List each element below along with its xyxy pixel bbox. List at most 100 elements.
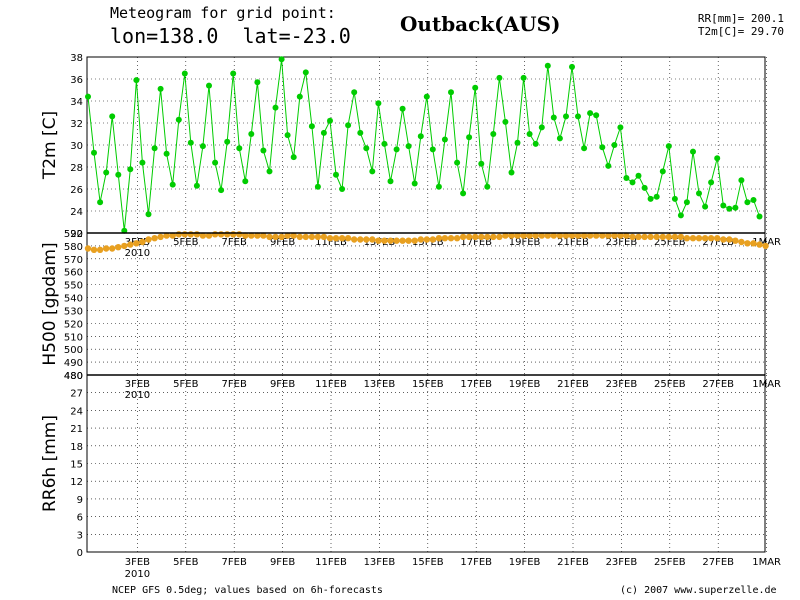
panel2-point [714,235,721,242]
panel3-date-label: 23FEB [606,557,638,568]
panel1-point [472,84,479,91]
panel2-point [236,231,243,238]
panel1-point [726,205,733,212]
panel2-point [635,233,642,241]
panel2-point [689,235,697,242]
panel3-date-label: 9FEB [270,557,295,568]
panel1-point [85,93,91,100]
panel2-point [435,235,443,242]
panel1-point [199,143,206,150]
panel1-ytick-label: 24 [70,207,83,218]
panel2-point [677,233,685,241]
panel2-point [671,233,679,241]
panel2-point [707,235,715,242]
panel1-point [327,117,333,124]
panel2-point [441,235,449,242]
panel2-point [175,231,182,238]
panel1-point [230,70,237,77]
panel1-date-label: 1MAR [752,237,781,248]
panel1-point [290,154,297,161]
panel2-point [139,238,146,246]
panel1-point [708,179,715,186]
panel1-point [653,193,660,200]
panel3-date-label: 25FEB [654,557,686,568]
panel2-point [617,232,624,239]
panel1-point [393,146,400,153]
panel2-point [538,232,545,239]
panel2-point [344,235,352,242]
panel2-point [302,233,309,241]
panel1-point [702,203,709,210]
panel1-point [405,143,412,150]
panel1-point [756,213,763,220]
panel2-point [599,232,606,239]
panel2-point [580,232,588,239]
panel2-point [605,232,612,239]
panel2-point [193,231,201,238]
panel1-ytick-label: 38 [70,53,83,64]
panel1-point [599,144,606,151]
panel1-date-label: 21FEB [557,237,589,248]
panel2-point [411,237,418,244]
panel1-point [224,138,231,145]
panel1-point [563,113,569,120]
panel2-point [320,233,328,241]
panel2-point [387,237,394,244]
panel2-axis-title: H500 [gpdam] [40,242,60,365]
panel1-point [429,146,436,153]
panel2-point [375,237,382,244]
panel1-date-label: 19FEB [509,237,541,248]
panel1-point [569,63,575,70]
panel2-point [526,232,533,239]
panel1-point [617,124,624,131]
panel1-point [502,118,509,125]
panel1-point [363,145,370,152]
panel2-date-label: 3FEB [125,379,150,390]
panel1-point [550,114,557,121]
panel1-ytick-label: 28 [70,163,83,174]
panel1-point [720,202,727,209]
panel2-point [556,232,564,239]
panel2-point [726,236,733,243]
panel1-point [163,150,170,157]
panel2-point [169,232,176,239]
panel1-point [133,77,140,84]
panel3-date-label: 11FEB [315,557,347,568]
panel1-axis-title: T2m [C] [40,111,60,180]
panel1-point [260,147,267,154]
panel2-point [332,235,340,242]
panel2-point [459,233,467,241]
panel2-ytick-label: 580 [64,242,83,253]
panel3-date-label: 3FEB [125,557,150,568]
panel2-point [496,233,503,241]
panel1-point [623,175,630,181]
panel2-date-label: 19FEB [509,379,541,390]
panel2-date-label: 7FEB [222,379,247,390]
panel1-date-label: 9FEB [270,237,295,248]
panel2-date-label: 25FEB [654,379,686,390]
panel2-date-label: 5FEB [173,379,198,390]
panel1-ytick-label: 34 [70,97,83,108]
location-title: Outback(AUS) [400,12,561,36]
panel1-point [435,183,442,190]
panel2-point [550,232,557,239]
panel3-ytick-label: 0 [77,548,83,559]
panel2-ytick-label: 570 [64,255,83,266]
panel2-point [623,232,630,239]
panel1-date-label: 27FEB [702,237,734,248]
panel1-point [103,169,110,176]
panel1-point [641,184,648,191]
panel2-point [683,235,691,242]
panel3-year-label: 2010 [125,569,150,580]
panel2-point [351,236,358,243]
panel2-point [738,238,745,246]
panel1-date-label: 11FEB [315,237,347,248]
panel1-point [169,181,176,188]
panel1-series-line [87,59,760,231]
panel1-point [448,89,454,96]
panel2-point [762,242,769,250]
panel1-point [375,100,382,107]
panel1-point [145,211,152,218]
panel1-point [206,82,212,89]
